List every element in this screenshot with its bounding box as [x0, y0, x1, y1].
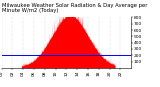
- Text: Milwaukee Weather Solar Radiation & Day Average per Minute W/m2 (Today): Milwaukee Weather Solar Radiation & Day …: [2, 3, 147, 13]
